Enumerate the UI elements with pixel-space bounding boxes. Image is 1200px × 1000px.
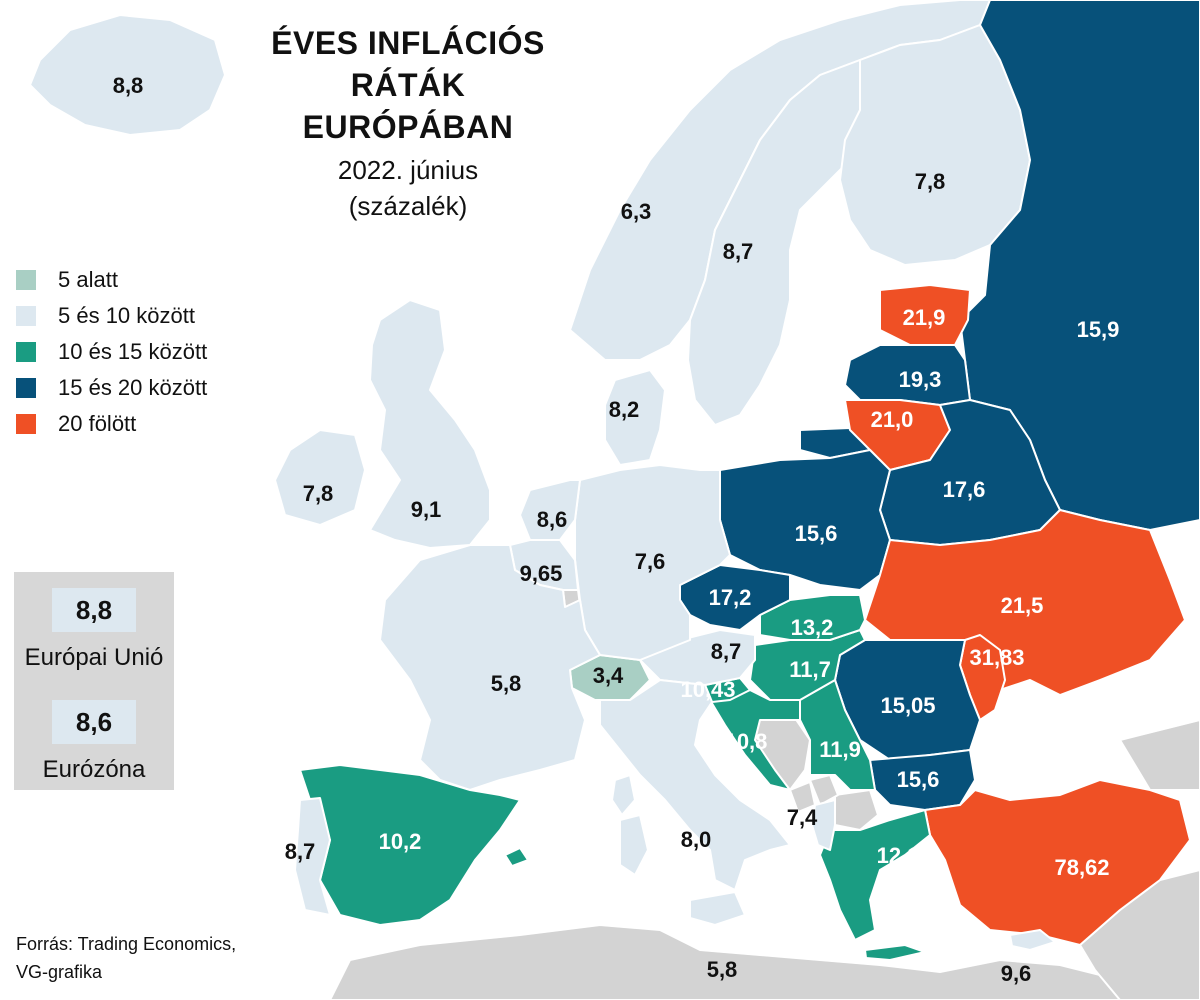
label-greece: 12,1: [876, 843, 920, 868]
map-title-block: ÉVES INFLÁCIÓS RÁTÁK EURÓPÁBAN 2022. jún…: [271, 22, 545, 224]
label-finland: 7,8: [914, 169, 946, 194]
title-date: 2022. június: [337, 155, 479, 185]
source-line-1: Forrás: Trading Economics,: [16, 934, 237, 954]
label-albania: 7,4: [786, 805, 818, 830]
label-lithuania: 21,0: [870, 407, 914, 432]
country-netherlands: [519, 479, 581, 541]
label-germany: 7,6: [634, 549, 666, 574]
label-uk: 9,1: [410, 497, 442, 522]
legend-label: 5 alatt: [58, 267, 118, 292]
country-serbia: [799, 679, 876, 791]
country-corsica: [611, 774, 636, 816]
country-greece: [819, 809, 931, 941]
source-line-2: VG-grafika: [16, 962, 103, 982]
label-iceland: 8,8: [112, 73, 144, 98]
label-cyprus: 9,6: [1000, 961, 1032, 986]
country-sicily: [689, 891, 746, 926]
eurozone-average-value: 8,6: [52, 700, 136, 744]
label-hungary: 11,7: [789, 657, 831, 682]
legend: 5 alatt 5 és 10 között 10 és 15 között 1…: [16, 262, 207, 442]
label-sweden: 8,7: [722, 239, 754, 264]
title-line-2: RÁTÁK: [350, 67, 466, 103]
country-ireland: [274, 429, 366, 526]
eurozone-average-label: Eurózóna: [42, 756, 146, 783]
label-russia: 15,9: [1076, 317, 1120, 342]
country-albania: [811, 799, 836, 851]
source-note: Forrás: Trading Economics, VG-grafika: [16, 930, 236, 986]
label-italy: 8,0: [680, 827, 712, 852]
country-crete: [864, 944, 926, 961]
label-ukraine: 21,5: [1000, 593, 1044, 618]
averages-box: 8,8 Európai Unió 8,6 Eurózóna: [14, 572, 174, 790]
label-north-africa: 5,8: [706, 957, 738, 982]
label-netherlands: 8,6: [536, 507, 568, 532]
country-estonia: [879, 284, 971, 346]
legend-item-5-10: 5 és 10 között: [16, 298, 207, 334]
legend-swatch: [16, 270, 36, 290]
country-italy: [599, 679, 791, 891]
legend-swatch: [16, 306, 36, 326]
country-sardinia: [619, 814, 649, 876]
label-croatia: 10,8: [724, 729, 768, 754]
kosovo-region: [809, 774, 839, 806]
country-france: [379, 544, 601, 791]
country-turkey: [924, 779, 1191, 946]
legend-label: 15 és 20 között: [58, 375, 208, 400]
label-slovakia: 13,2: [790, 615, 834, 640]
title-line-1: ÉVES INFLÁCIÓS: [271, 25, 545, 61]
label-czechia: 17,2: [708, 585, 752, 610]
eu-average-label: Európai Unió: [24, 644, 164, 671]
legend-swatch: [16, 342, 36, 362]
label-france: 5,8: [490, 671, 522, 696]
country-portugal: [294, 797, 331, 916]
label-switzerland: 3,4: [592, 663, 624, 688]
country-iceland: [29, 14, 226, 136]
legend-item-10-15: 10 és 15 között: [16, 334, 207, 370]
legend-swatch: [16, 414, 36, 434]
label-spain: 10,2: [378, 829, 422, 854]
country-cyprus: [1009, 929, 1056, 951]
legend-label: 20 fölött: [58, 411, 137, 436]
country-sweden: [687, 59, 871, 426]
country-croatia: [709, 689, 801, 791]
georgia-region: [1119, 719, 1200, 791]
label-denmark: 8,2: [608, 397, 640, 422]
label-belgium: 9,65: [519, 561, 563, 586]
country-uk: [369, 299, 491, 549]
label-slovenia: 10,43: [680, 677, 736, 702]
label-romania: 15,05: [880, 693, 936, 718]
legend-item-15-20: 15 és 20 között: [16, 370, 207, 406]
eu-average-value: 8,8: [52, 588, 136, 632]
label-ireland: 7,8: [302, 481, 334, 506]
legend-swatch: [16, 378, 36, 398]
label-belarus: 17,6: [942, 477, 986, 502]
label-poland: 15,6: [794, 521, 838, 546]
country-denmark: [604, 369, 666, 466]
legend-label: 10 és 15 között: [58, 339, 208, 364]
country-slovakia: [759, 594, 866, 641]
country-balearic: [504, 847, 529, 867]
label-austria: 8,7: [710, 639, 742, 664]
label-portugal: 8,7: [284, 839, 316, 864]
legend-label: 5 és 10 között: [58, 303, 195, 328]
label-norway: 6,3: [620, 199, 652, 224]
title-line-3: EURÓPÁBAN: [302, 109, 514, 145]
legend-item-over-20: 20 fölött: [16, 406, 207, 442]
label-bulgaria: 15,6: [896, 767, 940, 792]
north-macedonia-region: [834, 789, 879, 831]
label-moldova: 31,83: [969, 645, 1025, 670]
label-estonia: 21,9: [902, 305, 946, 330]
title-unit: (százalék): [348, 191, 468, 221]
label-turkey: 78,62: [1054, 855, 1110, 880]
label-latvia: 19,3: [898, 367, 942, 392]
legend-item-under-5: 5 alatt: [16, 262, 207, 298]
label-serbia: 11,9: [819, 737, 861, 762]
